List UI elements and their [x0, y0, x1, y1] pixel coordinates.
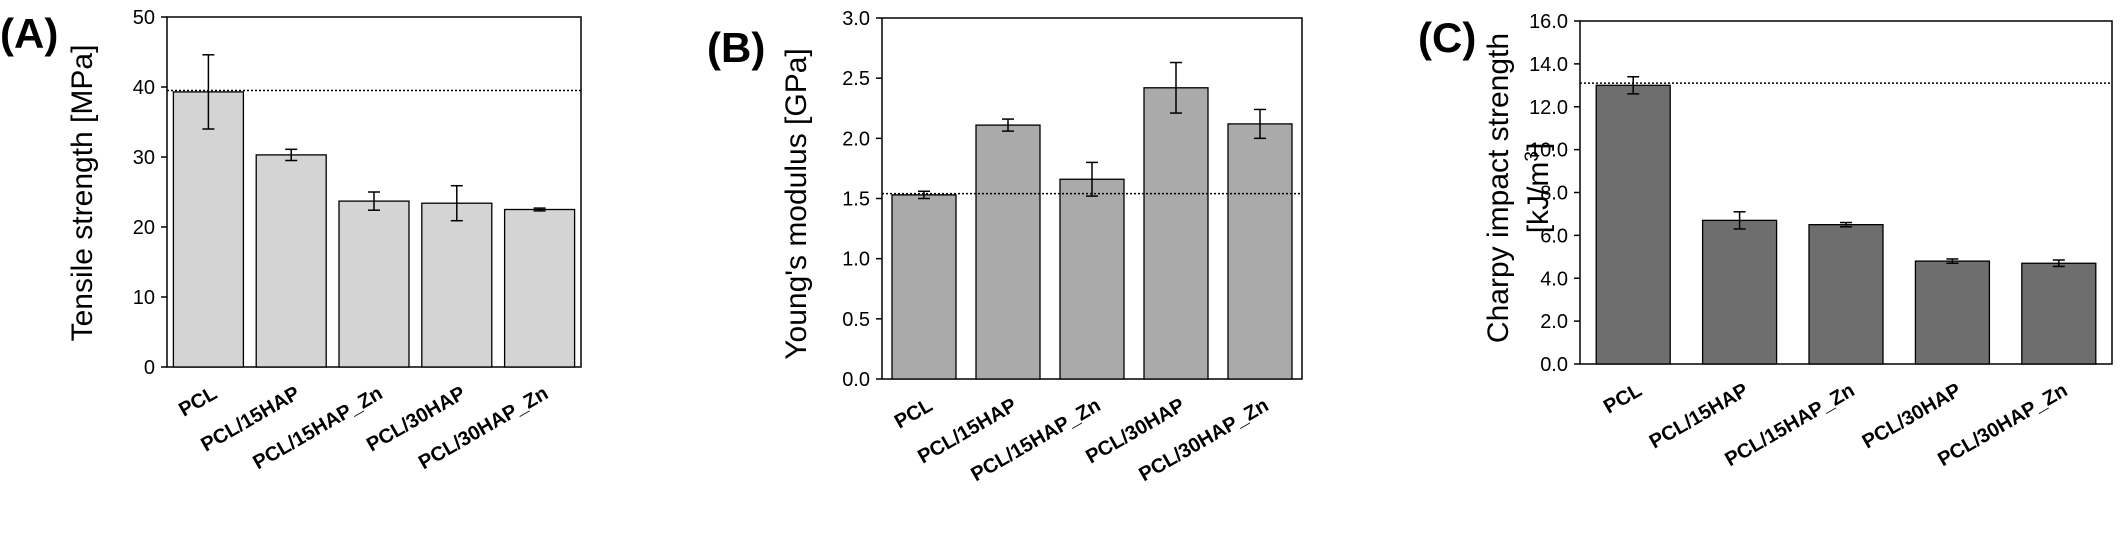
panel-b: (B) Young's modulus [GPa] 0.0 0.5 1.0 1.5 2.… — [707, 8, 1303, 486]
panel-c-category-label-3: PCL/30HAP — [1859, 379, 1965, 453]
panel-c-y-axis-label-line2: [kJ/m — [1522, 162, 1555, 234]
panel-a-y-tick-label-0: 0 — [144, 357, 155, 379]
panel-c-bar-1 — [1701, 219, 1778, 365]
panel-c-y-axis-label: Charpy impact strength [kJ/m3] — [1482, 33, 1555, 343]
panel-b-y-tick-label-1: 0.5 — [842, 309, 870, 331]
panel-a-y-axis-label: Tensile strength [MPa] — [66, 45, 99, 342]
panel-c-label: (C) — [1418, 14, 1476, 61]
panel-c-y-axis-label-line2-end: ] — [1522, 143, 1555, 151]
panel-b-bar-0 — [891, 194, 957, 380]
panel-c-y-tick-label-8: 16.0 — [1529, 11, 1568, 33]
panel-c-y-tick-label-2: 4.0 — [1540, 268, 1568, 290]
panel-c-category-label-1: PCL/15HAP — [1646, 379, 1752, 453]
panel-c-y-tick-label-3: 6.0 — [1540, 225, 1568, 247]
panel-b-category-label-0: PCL — [891, 394, 937, 433]
panel-c-bar-2 — [1808, 224, 1884, 365]
panel-c-y-tick-label-5: 10.0 — [1529, 140, 1568, 162]
panel-b-y-tick-label-0: 0.0 — [842, 369, 870, 391]
panel-c-y-tick-label-0: 0.0 — [1540, 354, 1568, 376]
panel-c-category-label-0: PCL — [1600, 379, 1646, 418]
panel-c-bar-0 — [1595, 84, 1671, 365]
panel-b-y-tick-label-4: 2.0 — [842, 128, 870, 150]
panel-b-y-tick-label-5: 2.5 — [842, 68, 870, 90]
panel-a-y-tick-label-1: 10 — [133, 287, 155, 309]
panel-a-bar-3 — [421, 202, 493, 368]
panel-c-y-tick-label-6: 12.0 — [1529, 97, 1568, 119]
panel-c-y-axis-label-sup: 3 — [1522, 151, 1543, 162]
panel-a-y-tick-label-3: 30 — [133, 147, 155, 169]
panel-a-bar-0 — [172, 91, 245, 368]
panel-b-bar-4 — [1227, 123, 1293, 380]
panel-a-bar-2 — [338, 200, 410, 368]
panel-a: (A) Tensile strength [MPa] 0 10 20 30 40 50 PC… — [0, 7, 582, 474]
panel-c-bar-4 — [2021, 262, 2097, 365]
panel-b-bar-2 — [1059, 178, 1125, 380]
panel-b-label: (B) — [707, 24, 765, 71]
panel-b-bar-3 — [1143, 87, 1209, 380]
panel-b-y-tick-label-6: 3.0 — [842, 8, 870, 30]
panel-a-bar-4 — [503, 208, 576, 368]
panel-c-bar-3 — [1914, 260, 1991, 365]
panel-b-y-tick-label-3: 1.5 — [842, 189, 870, 211]
panel-a-y-tick-label-2: 20 — [133, 217, 155, 239]
panel-c-y-tick-label-4: 8.0 — [1540, 183, 1568, 205]
panel-a-label: (A) — [0, 10, 58, 57]
panel-c-y-tick-label-7: 14.0 — [1529, 54, 1568, 76]
panel-c-y-tick-label-1: 2.0 — [1540, 311, 1568, 333]
panel-a-category-label-0: PCL — [175, 382, 221, 421]
panel-b-bar-1 — [975, 124, 1041, 380]
panel-c: (C) Charpy impact strength [kJ/m3] 0.0 2.0… — [1418, 11, 2113, 471]
panel-c-y-axis-label-line1: Charpy impact strength — [1482, 33, 1515, 343]
panel-a-y-tick-label-4: 40 — [133, 77, 155, 99]
panel-b-y-tick-label-2: 1.0 — [842, 249, 870, 271]
panel-b-y-axis-label: Young's modulus [GPa] — [780, 48, 813, 359]
panel-a-bar-1 — [255, 154, 327, 368]
panel-a-y-tick-label-5: 50 — [133, 7, 155, 29]
